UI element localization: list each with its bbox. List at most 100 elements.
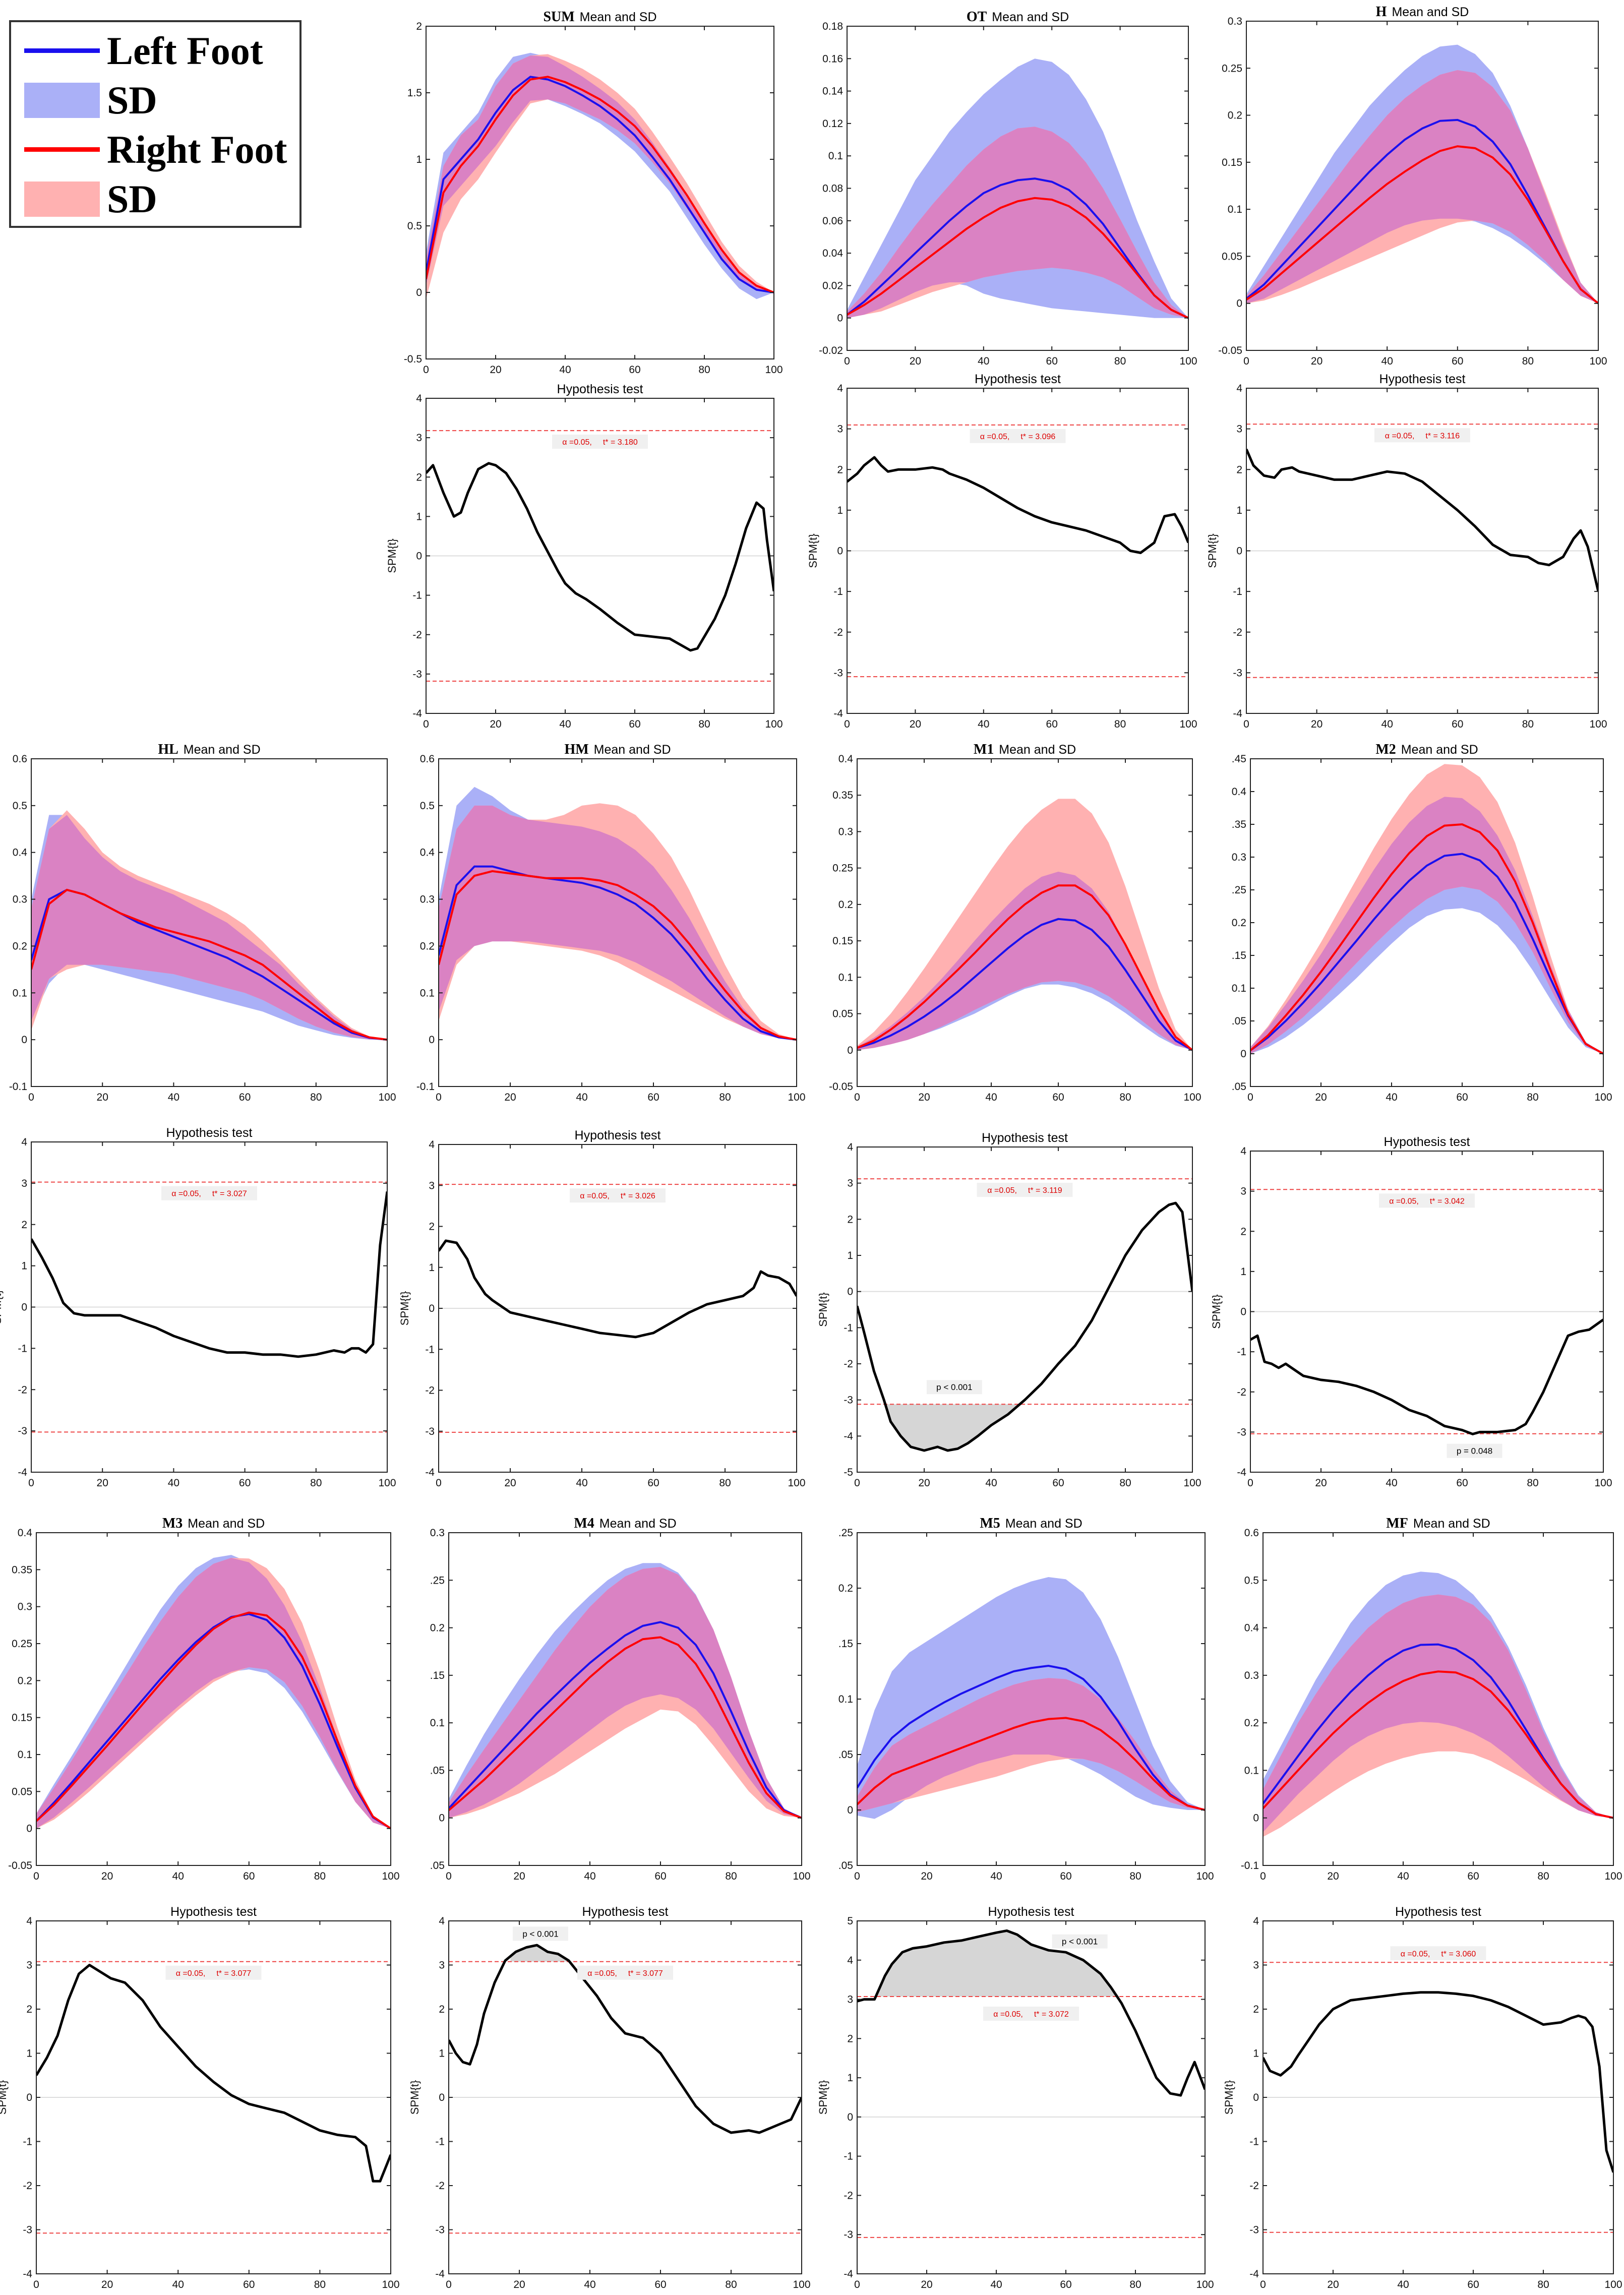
threshold-alpha: α =0.05,: [176, 1969, 206, 1978]
axes-frame: [31, 758, 388, 1087]
y-tick-label: -3: [412, 669, 422, 680]
y-tick-label: 2: [837, 464, 843, 475]
spm-curve: [426, 462, 774, 652]
legend-swatch-right-sd: [24, 182, 100, 217]
x-axis: 0 20 40 60 80 100: [33, 1533, 400, 1882]
spm-curve: [857, 1201, 1192, 1452]
chart-sum: SUM Mean and SD-0.500.511.520 20 40 60 80 100: [404, 9, 783, 376]
y-tick-label: .05: [430, 1765, 445, 1776]
y-tick-label: 0.1: [1232, 983, 1246, 994]
y-tick-label: 0.1: [838, 972, 853, 983]
chart-title-name: SUM: [543, 9, 574, 25]
chart-title-m4-test: Hypothesis test: [582, 1905, 669, 1919]
chart-title-name: MF: [1386, 1516, 1408, 1531]
x-tick-label: 60: [239, 1092, 251, 1103]
x-tick-label: 60: [1452, 355, 1463, 367]
x-tick-label: 20: [504, 1477, 516, 1489]
sd-band-overlap: [439, 805, 797, 1040]
chart-title-mf-test: Hypothesis test: [1395, 1905, 1481, 1919]
threshold-label-background: [161, 1186, 257, 1200]
chart-title-sum: SUM Mean and SD: [543, 9, 656, 25]
chart-title-h-test: Hypothesis test: [1379, 372, 1466, 386]
y-tick-label: -3: [844, 2229, 853, 2241]
y-tick-label: -1: [18, 1343, 27, 1354]
x-tick-label: 40: [576, 1092, 587, 1103]
chart-title-subtitle: Mean and SD: [184, 743, 261, 757]
y-tick-label: -3: [833, 667, 843, 679]
y-tick-label: 3: [847, 1994, 853, 2006]
y-tick-label: -4: [18, 1467, 27, 1478]
x-tick-label: 0: [1243, 718, 1249, 730]
chart-title-hl-test: Hypothesis test: [166, 1126, 253, 1140]
y-tick-label: 2: [847, 2033, 853, 2044]
y-tick-label: 0.1: [430, 1717, 445, 1729]
y-tick-label: 3: [1236, 424, 1242, 435]
sd-band-right-foot: [36, 1557, 391, 1829]
y-tick-label: 4: [847, 1955, 853, 1966]
threshold-label-background: [577, 1965, 673, 1980]
y-tick-label: -3: [844, 1395, 853, 1406]
y-tick-label: 0.2: [1244, 1717, 1259, 1729]
y-tick-label: 0.3: [420, 894, 435, 905]
chart-mf: MF Mean and SD-0.100.10.20.30.40.50.60 20 4…: [1241, 1516, 1622, 1882]
y-tick-label: -2: [1249, 2180, 1259, 2192]
y-tick-label: 0: [1240, 1048, 1246, 1060]
y-axis-label: SPM{t}: [398, 1291, 411, 1325]
y-tick-label: 0.3: [1232, 852, 1246, 863]
threshold-tstar: t* = 3.072: [1034, 2010, 1069, 2019]
chart-m3: M3 Mean and SD-0.0500.050.10.150.20.250.3…: [8, 1516, 399, 1882]
threshold-tstar: t* = 3.116: [1425, 432, 1460, 440]
x-tick-label: 0: [423, 364, 429, 376]
p-value-background: [1052, 1934, 1108, 1949]
y-tick-label: 0: [1253, 1813, 1259, 1824]
x-tick-label: 80: [1537, 1870, 1549, 1882]
y-tick-label: -0.1: [1241, 1860, 1259, 1871]
chart-m1-test: α =0.05, t* = 3.119 p < 0.001 Hypothesis te…: [817, 1131, 1201, 1489]
mean-line-right-foot: [439, 870, 797, 1041]
y-tick-label: -3: [18, 1425, 27, 1437]
threshold-label-background: [1379, 1193, 1475, 1208]
threshold-tstar: t* = 3.026: [621, 1192, 655, 1200]
x-tick-label: 20: [97, 1477, 108, 1489]
axes-frame: [1262, 1532, 1614, 1866]
y-tick-label: 3: [1240, 1186, 1246, 1197]
chart-title-h: H Mean and SD: [1376, 4, 1469, 20]
y-tick-label: -4: [1233, 708, 1242, 719]
x-tick-label: 40: [1397, 2279, 1409, 2290]
x-tick-label: 60: [1046, 718, 1058, 730]
y-axis-label: SPM{t}: [1206, 533, 1219, 568]
x-tick-label: 20: [490, 718, 501, 730]
y-tick-label: 4: [26, 1915, 32, 1927]
axes-frame: [857, 758, 1193, 1087]
x-tick-label: 0: [1247, 1477, 1253, 1489]
y-tick-label: 0.3: [13, 894, 27, 905]
x-tick-label: 100: [1179, 355, 1197, 367]
spm-curve: [36, 1964, 391, 2183]
y-tick-label: 1: [21, 1260, 27, 1272]
x-tick-label: 60: [1052, 1477, 1064, 1489]
y-tick-label: -2: [844, 1358, 853, 1370]
threshold-tstar: t* = 3.077: [628, 1969, 663, 1978]
x-axis: 0 20 40 60 80 100: [423, 398, 783, 730]
mean-line-right-foot: [426, 76, 774, 293]
y-tick-label: 0.14: [822, 86, 843, 97]
y-tick-label: -2: [435, 2180, 445, 2192]
y-tick-label: 0: [847, 1804, 853, 1816]
plot-area-hl-test: α =0.05, t* = 3.027 Hypothesis test SPM{t} -…: [0, 1126, 396, 1489]
y-tick-label: -2: [18, 1384, 27, 1396]
y-tick-label: 3: [416, 432, 422, 444]
sd-band-overlap: [847, 127, 1188, 318]
y-tick-label: 0.15: [12, 1712, 32, 1724]
y-tick-label: 4: [1253, 1915, 1259, 1927]
mean-line-right-foot: [857, 1717, 1205, 1811]
threshold-label: α =0.05, t* = 3.026: [580, 1192, 655, 1200]
p-value-label: p < 0.001: [522, 1929, 558, 1939]
y-tick-label: 0: [439, 1813, 445, 1824]
y-tick-label: 0: [429, 1303, 435, 1314]
y-tick-label: -4: [435, 2268, 445, 2280]
threshold-label: α =0.05, t* = 3.077: [176, 1969, 252, 1978]
x-tick-label: 20: [513, 2279, 525, 2290]
y-tick-label: -4: [425, 1467, 435, 1478]
y-tick-label: 0.16: [822, 53, 843, 65]
legend-label-left-foot: Left Foot: [107, 29, 263, 73]
